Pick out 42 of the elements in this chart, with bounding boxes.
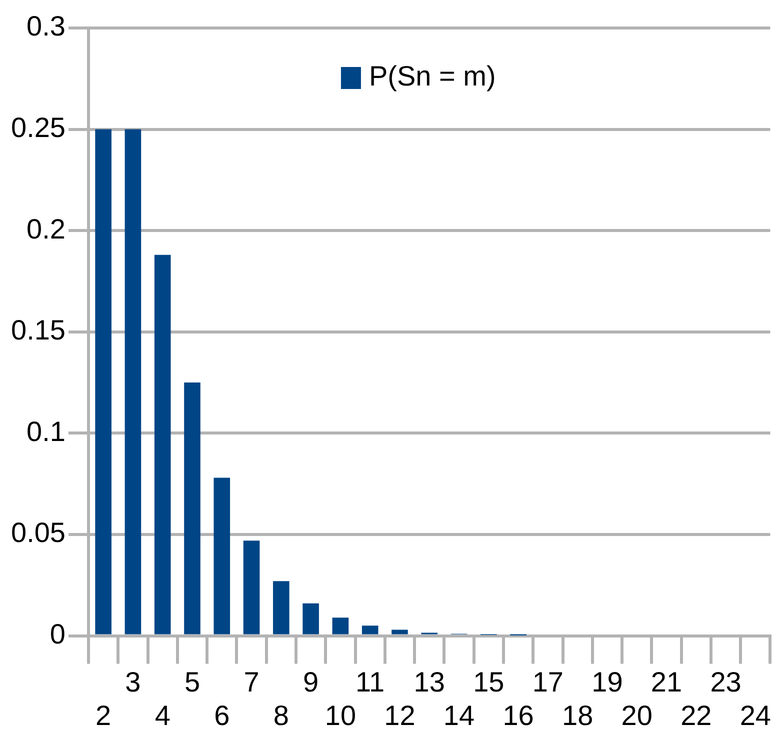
bar — [302, 603, 319, 634]
x-tick-label: 20 — [621, 700, 652, 731]
x-tick-label: 6 — [214, 700, 230, 731]
y-tick-label: 0.2 — [26, 213, 66, 244]
x-tick-label: 9 — [303, 666, 319, 698]
legend-label: P(Sn = m) — [368, 60, 496, 92]
x-tick-label: 4 — [154, 700, 170, 731]
x-tick-label: 22 — [680, 700, 712, 731]
y-tick-label: 0.15 — [10, 314, 66, 346]
x-tick-label: 24 — [740, 700, 772, 731]
bar — [362, 626, 378, 634]
y-tick-label: 0.25 — [10, 112, 66, 144]
bar — [124, 129, 142, 634]
x-tick-label: 14 — [443, 700, 475, 731]
x-tick-label: 13 — [414, 666, 445, 698]
x-tick-label: 16 — [502, 700, 534, 731]
bar — [273, 581, 290, 634]
x-tick-label: 3 — [125, 666, 141, 698]
bar — [332, 618, 349, 634]
x-tick-label: 2 — [96, 700, 112, 731]
bar — [243, 540, 260, 634]
bar — [95, 129, 112, 634]
x-tick-label: 12 — [384, 700, 416, 731]
bar — [392, 630, 408, 634]
x-tick-label: 8 — [273, 700, 289, 731]
bar — [154, 254, 171, 634]
x-tick-label: 5 — [184, 666, 200, 698]
x-tick-label: 7 — [244, 666, 260, 698]
y-tick-label: 0.05 — [10, 517, 66, 548]
x-tick-label: 18 — [562, 700, 594, 731]
bar — [184, 382, 200, 634]
y-tick-label: 0.1 — [26, 416, 66, 447]
y-tick-label: 0 — [50, 618, 66, 650]
x-tick-label: 19 — [592, 666, 623, 698]
x-tick-label: 15 — [473, 666, 504, 698]
y-tick-label: 0.3 — [26, 10, 66, 42]
x-tick-label: 10 — [324, 700, 356, 731]
x-tick-label: 21 — [650, 666, 682, 698]
x-tick-label: 11 — [356, 666, 385, 698]
x-tick-label: 23 — [710, 666, 742, 698]
x-tick-label: 17 — [532, 666, 564, 698]
bar — [214, 478, 230, 634]
